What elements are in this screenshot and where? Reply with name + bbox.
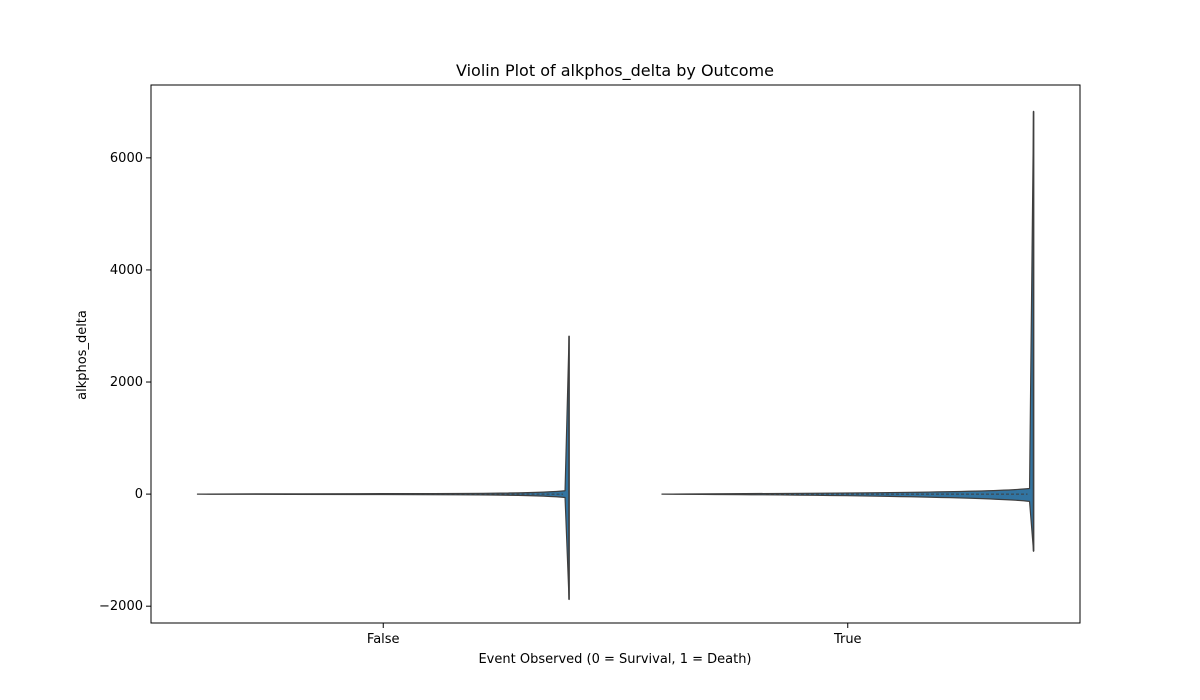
plot-area (150, 84, 1081, 624)
violins (196, 110, 1035, 601)
y-tick-label: 4000 (110, 263, 143, 278)
violin-body (661, 110, 1035, 552)
x-axis: False True (367, 623, 862, 647)
y-axis-label: alkphos_delta (75, 310, 90, 400)
y-tick-label: −2000 (99, 599, 143, 614)
x-tick-label: False (367, 632, 400, 647)
chart-title: Violin Plot of alkphos_delta by Outcome (456, 61, 774, 81)
x-tick-label: True (833, 632, 862, 647)
y-tick-label: 2000 (110, 375, 143, 390)
violin-body (196, 335, 570, 601)
x-axis-label: Event Observed (0 = Survival, 1 = Death) (478, 652, 751, 667)
y-axis: −2000 0 2000 4000 6000 (99, 151, 151, 614)
y-tick-label: 0 (135, 487, 143, 502)
y-tick-label: 6000 (110, 151, 143, 166)
